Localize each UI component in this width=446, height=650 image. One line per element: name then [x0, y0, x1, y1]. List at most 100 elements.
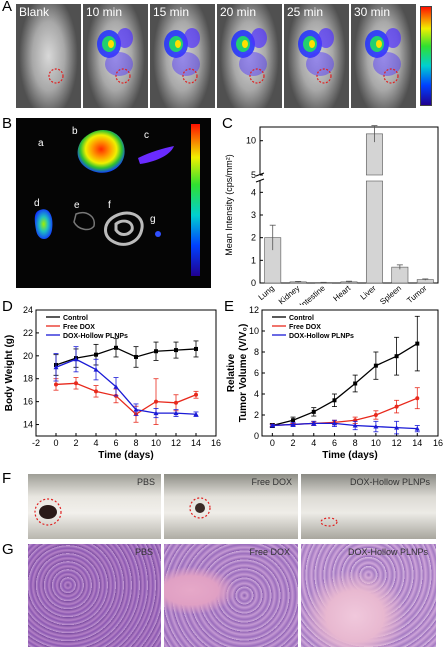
photo-label-dox-hollow: DOX-Hollow PLNPs — [349, 477, 430, 487]
x-tick-label: 0 — [270, 438, 275, 448]
data-point — [114, 345, 118, 350]
imaging-frame: 15 min — [150, 4, 215, 108]
data-point — [54, 382, 58, 387]
y-tick-label: 12 — [249, 305, 259, 315]
mouse-photo-dox-hollow: DOX-Hollow PLNPs — [301, 474, 436, 539]
data-point — [291, 418, 296, 423]
plot-frame — [259, 126, 439, 284]
x-tick-label: 10 — [371, 438, 381, 448]
legend-label: Free DOX — [289, 324, 321, 331]
panel-label-c: C — [222, 115, 233, 132]
intensity-color-bar — [420, 6, 432, 106]
organ-label-a: a — [38, 138, 44, 149]
tumor-marker — [182, 68, 198, 84]
series-line — [55, 358, 197, 415]
data-point — [174, 400, 178, 405]
data-point — [332, 398, 337, 403]
imaging-frame: 20 min — [217, 4, 282, 108]
organ-label-e: e — [74, 200, 80, 211]
y-tick-label: 4 — [251, 187, 256, 197]
frame-label: 10 min — [86, 5, 123, 19]
x-tick-label: 2 — [73, 438, 78, 448]
tumor-marker — [249, 68, 265, 84]
series-line — [272, 343, 418, 427]
signal-blob — [184, 28, 200, 48]
data-point — [113, 384, 119, 389]
organ-label-b: b — [72, 126, 78, 137]
data-point — [373, 424, 379, 429]
panel-label-f: F — [2, 470, 12, 487]
bar — [391, 266, 409, 284]
data-point — [373, 413, 378, 417]
data-point — [331, 420, 337, 426]
y-tick-label: 1 — [251, 255, 256, 265]
imaging-frame: Blank — [16, 4, 81, 108]
data-point — [394, 404, 399, 409]
data-point — [153, 410, 159, 416]
y-axis-label-line2: Tumor Volume (V/V₀) — [238, 324, 249, 423]
data-point — [174, 348, 178, 353]
x-tick-label: 10 — [151, 438, 161, 448]
photo-label-pbs: PBS — [136, 477, 155, 487]
tumor-marker — [383, 68, 399, 84]
y-tick-label: 18 — [23, 374, 33, 384]
he-label-dox-hollow: DOX-Hollow PLNPs — [347, 547, 428, 557]
axis-break — [256, 175, 264, 181]
x-tick-label: 2 — [291, 438, 296, 448]
panel-b-organ-image: a b c d e f g — [16, 118, 211, 288]
y-tick-label: 8 — [254, 347, 259, 357]
data-point — [311, 409, 316, 414]
x-tick-label: 16 — [211, 438, 221, 448]
imaging-frame: 25 min — [284, 4, 349, 108]
panel-label-g: G — [2, 541, 14, 558]
histology-free-dox: Free DOX — [164, 544, 298, 647]
data-point — [414, 426, 420, 431]
x-tick-label: 12 — [392, 438, 402, 448]
data-point — [74, 381, 78, 386]
y-tick-label: 24 — [23, 305, 33, 315]
series-line — [55, 347, 197, 366]
signal-blob — [376, 40, 382, 48]
y-tick-label: 0 — [251, 278, 256, 288]
data-point — [94, 352, 98, 357]
histology-dox-hollow: DOX-Hollow PLNPs — [301, 544, 436, 647]
y-axis-label: Body Weight (g) — [4, 335, 15, 411]
he-label-free-dox: Free DOX — [249, 547, 290, 557]
frame-label: 20 min — [220, 5, 257, 19]
series-line — [55, 382, 197, 416]
legend-label: Control — [289, 315, 314, 322]
panel-e-tumor-volume-chart: 0 2 4 6 8 10 12 14 16 0 2 4 6 8 10 12 Control Free DOX DOX… — [226, 305, 443, 461]
data-point — [415, 341, 420, 346]
y-tick-label: 5 — [251, 170, 256, 180]
x-tick-label: 6 — [332, 438, 337, 448]
data-point — [311, 420, 317, 426]
mouse-photo-free-dox: Free DOX — [164, 474, 298, 539]
data-point — [154, 349, 158, 354]
panel-label-e: E — [224, 298, 235, 315]
data-point — [269, 423, 275, 428]
x-tick-label: 14 — [412, 438, 422, 448]
data-point — [194, 346, 198, 351]
y-tick-label: 20 — [23, 351, 33, 361]
y-tick-label: 0 — [254, 431, 259, 441]
organ-label-c: c — [144, 130, 149, 141]
data-point — [373, 363, 378, 368]
panel-label-b: B — [2, 115, 13, 132]
panel-label-d: D — [2, 298, 13, 315]
frame-label: Blank — [19, 5, 50, 19]
signal-blob — [242, 40, 248, 48]
tumor-marker — [316, 68, 332, 84]
imaging-frame: 30 min — [351, 4, 416, 108]
frame-label: 30 min — [354, 5, 391, 19]
x-tick-label: 6 — [113, 438, 118, 448]
frame-label: 25 min — [287, 5, 324, 19]
data-point — [193, 411, 199, 417]
signal-blob — [117, 28, 133, 48]
data-point — [394, 354, 399, 359]
he-label-pbs: PBS — [134, 547, 153, 557]
y-tick-label: 2 — [251, 233, 256, 243]
data-point — [353, 381, 358, 386]
legend-label: DOX-Hollow PLNPs — [63, 333, 128, 340]
